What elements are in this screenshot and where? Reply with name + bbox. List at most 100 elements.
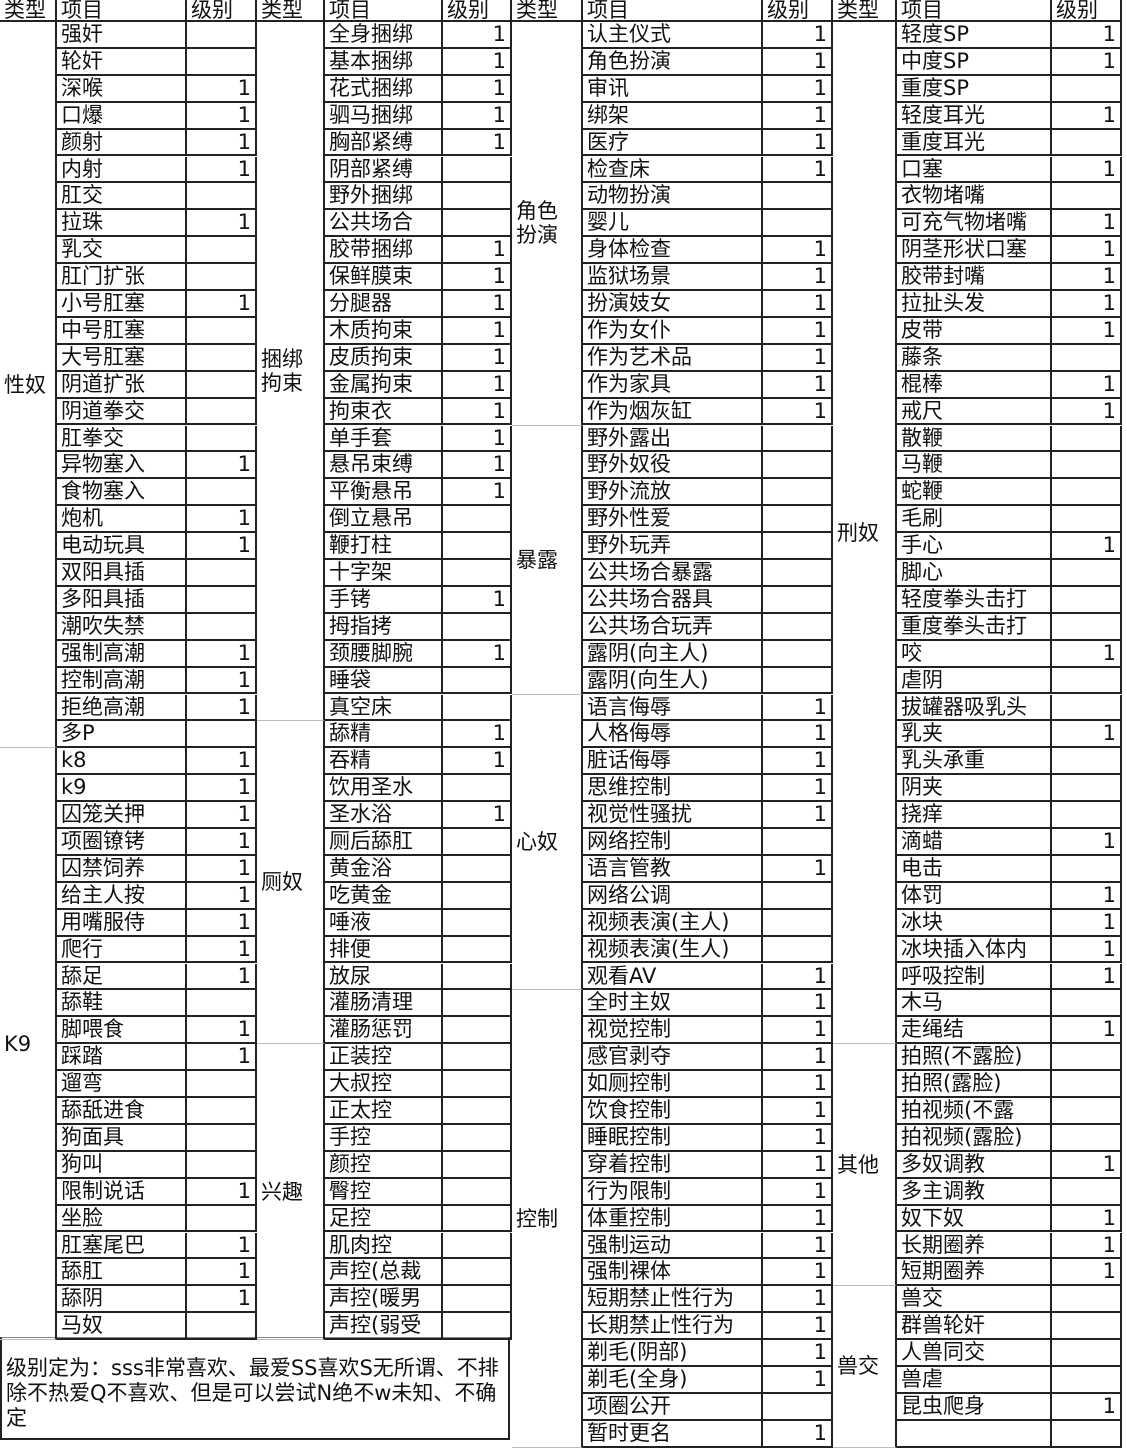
- item-level: [1052, 1071, 1122, 1098]
- item-name: 舔鞋: [57, 990, 187, 1018]
- item-level: 1: [187, 1286, 257, 1314]
- item-level: [443, 667, 512, 695]
- item-name: 全时主奴: [583, 990, 763, 1018]
- item-level: 1: [187, 102, 257, 130]
- item-level: 1: [1052, 1151, 1122, 1179]
- item-name: 大叔控: [325, 1071, 443, 1098]
- item-level: 1: [1052, 317, 1122, 345]
- item-level: 1: [443, 640, 512, 668]
- item-level: [763, 667, 833, 695]
- item-level: [1052, 479, 1122, 507]
- item-name: 电击: [897, 855, 1052, 883]
- item-name: 野外捆绑: [325, 183, 443, 211]
- item-name: 露阴(向主人): [583, 640, 763, 668]
- item-level: [1052, 613, 1122, 641]
- item-level: [763, 829, 833, 856]
- item-level: 1: [443, 802, 512, 829]
- item-level: 1: [763, 129, 833, 157]
- item-name: 身体检查: [583, 237, 763, 265]
- item-name: 真空床: [325, 694, 443, 722]
- item-level: 1: [1052, 1017, 1122, 1045]
- item-level: [187, 1124, 257, 1152]
- header-item: 项目: [583, 0, 763, 22]
- header-item: 项目: [57, 0, 187, 22]
- item-level: 1: [763, 1205, 833, 1233]
- item-level: [1052, 183, 1122, 211]
- header-type: 类型: [512, 0, 583, 22]
- item-name: 手铐: [325, 586, 443, 614]
- item-name: 奴下奴: [897, 1205, 1052, 1233]
- item-name: 唾液: [325, 909, 443, 937]
- item-level: 1: [763, 1178, 833, 1206]
- item-name: 手控: [325, 1124, 443, 1152]
- item-level: [763, 506, 833, 534]
- item-name: 脚喂食: [57, 1017, 187, 1045]
- item-name: 多奴调教: [897, 1151, 1052, 1179]
- item-name: 多P: [57, 721, 187, 749]
- item-name: 拍照(露脸): [897, 1071, 1052, 1098]
- item-name: 睡袋: [325, 667, 443, 695]
- item-level: 1: [763, 1367, 833, 1394]
- item-name: 公共场合器具: [583, 586, 763, 614]
- type-label: 控制: [512, 990, 583, 1448]
- item-level: 1: [1052, 1259, 1122, 1287]
- item-level: 1: [763, 237, 833, 265]
- header-type: 类型: [0, 0, 57, 22]
- header-type: 类型: [257, 0, 325, 22]
- item-name: 婴儿: [583, 210, 763, 238]
- item-level: 1: [443, 102, 512, 130]
- item-level: [763, 1393, 833, 1421]
- item-name: 感官剥夺: [583, 1044, 763, 1072]
- item-name: 单手套: [325, 425, 443, 453]
- item-level: [443, 1071, 512, 1098]
- item-level: 1: [1052, 936, 1122, 964]
- item-level: [1052, 344, 1122, 372]
- item-level: 1: [443, 264, 512, 291]
- item-level: [187, 1151, 257, 1179]
- item-level: [443, 506, 512, 534]
- item-name: 滴蜡: [897, 829, 1052, 856]
- item-name: 驷马捆绑: [325, 102, 443, 130]
- item-name: 轻度拳头击打: [897, 586, 1052, 614]
- item-name: 阴夹: [897, 775, 1052, 803]
- item-name: 拔罐器吸乳头: [897, 694, 1052, 722]
- item-level: 1: [187, 75, 257, 103]
- item-level: 1: [763, 48, 833, 76]
- item-name: 重度SP: [897, 75, 1052, 103]
- header-level: 级别: [1052, 0, 1122, 22]
- item-level: [1052, 1420, 1122, 1448]
- item-name: 中度SP: [897, 48, 1052, 76]
- item-name: 舔阴: [57, 1286, 187, 1314]
- item-name: 审讯: [583, 75, 763, 103]
- item-level: 1: [187, 129, 257, 157]
- item-name: 睡眠控制: [583, 1124, 763, 1152]
- item-level: 1: [1052, 102, 1122, 130]
- item-name: 颈腰脚腕: [325, 640, 443, 668]
- item-name: 强制高潮: [57, 640, 187, 668]
- item-level: 1: [187, 694, 257, 722]
- item-level: [187, 344, 257, 372]
- item-name: 监狱场景: [583, 264, 763, 291]
- item-name: 露阴(向生人): [583, 667, 763, 695]
- item-name: 语言侮辱: [583, 694, 763, 722]
- item-name: 人格侮辱: [583, 721, 763, 749]
- item-level: [187, 398, 257, 426]
- item-level: 1: [443, 48, 512, 76]
- item-name: 马奴: [57, 1313, 187, 1341]
- item-name: 虐阴: [897, 667, 1052, 695]
- item-level: [1052, 586, 1122, 614]
- item-level: 1: [1052, 371, 1122, 399]
- item-level: [443, 909, 512, 937]
- item-name: 藤条: [897, 344, 1052, 372]
- item-name: 异物塞入: [57, 452, 187, 480]
- item-level: 1: [763, 1259, 833, 1287]
- item-name: 皮质拘束: [325, 344, 443, 372]
- item-level: [443, 990, 512, 1018]
- item-name: 公共场合: [325, 210, 443, 238]
- item-name: 作为家具: [583, 371, 763, 399]
- item-level: 1: [763, 1420, 833, 1448]
- item-level: [1052, 560, 1122, 587]
- header-item: 项目: [897, 0, 1052, 22]
- item-level: 1: [763, 1151, 833, 1179]
- item-name: 拘束衣: [325, 398, 443, 426]
